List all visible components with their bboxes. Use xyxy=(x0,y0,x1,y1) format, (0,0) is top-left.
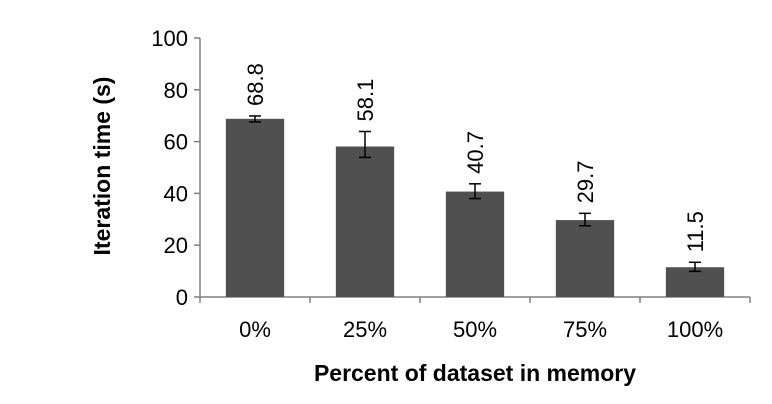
error-bar xyxy=(469,183,481,200)
x-tick-label: 100% xyxy=(667,317,723,342)
bar xyxy=(225,118,285,297)
error-bar xyxy=(689,261,701,273)
error-bar xyxy=(359,130,371,159)
error-bars xyxy=(249,115,701,273)
y-tick-label: 80 xyxy=(164,78,188,103)
data-label: 68.8 xyxy=(243,63,268,106)
y-tick-label: 0 xyxy=(176,285,188,310)
data-label: 40.7 xyxy=(463,131,488,174)
bar xyxy=(335,146,395,297)
x-tick-label: 0% xyxy=(239,317,271,342)
data-label: 11.5 xyxy=(683,211,708,252)
data-label: 58.1 xyxy=(353,79,378,122)
x-tick-label: 50% xyxy=(453,317,497,342)
bars xyxy=(225,118,725,297)
x-tick-label: 25% xyxy=(343,317,387,342)
data-labels: 68.8 58.1 40.7 29.7 11.5 xyxy=(243,63,708,252)
y-axis: 0 20 40 60 80 100 xyxy=(151,26,201,310)
y-tick-label: 100 xyxy=(151,26,188,51)
bar xyxy=(445,191,505,297)
bar xyxy=(555,220,615,297)
x-axis: 0% 25% 50% 75% 100% xyxy=(199,296,751,342)
error-bar xyxy=(249,115,261,123)
bar xyxy=(665,267,725,297)
y-tick-label: 20 xyxy=(164,233,188,258)
y-tick-label: 40 xyxy=(164,181,188,206)
x-tick-label: 75% xyxy=(563,317,607,342)
y-tick-label: 60 xyxy=(164,130,188,155)
data-label: 29.7 xyxy=(573,161,598,204)
y-axis-title: Iteration time (s) xyxy=(89,77,115,256)
x-axis-title: Percent of dataset in memory xyxy=(314,360,636,386)
error-bar xyxy=(579,212,591,227)
